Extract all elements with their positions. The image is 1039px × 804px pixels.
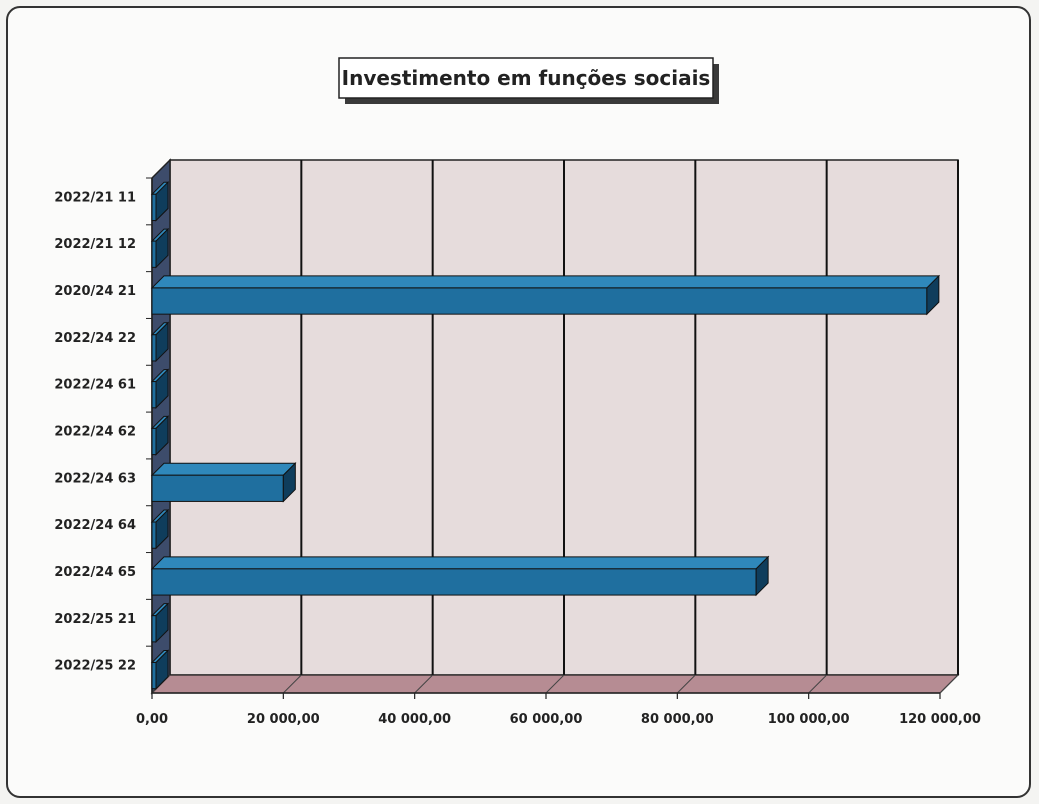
floor-gridline xyxy=(414,674,434,694)
y-tick-label: 2022/24 63 xyxy=(54,471,136,486)
y-tick-label: 2022/24 62 xyxy=(54,425,136,440)
y-tick-label: 2022/24 64 xyxy=(54,518,136,533)
y-tick-label: 2022/21 11 xyxy=(54,190,136,205)
x-tick-label: 60 000,00 xyxy=(510,712,583,727)
bar-top xyxy=(150,462,297,476)
bar xyxy=(151,615,157,643)
bar xyxy=(151,193,157,222)
y-tick-label: 2022/21 12 xyxy=(54,237,136,252)
bar xyxy=(151,240,157,268)
bar-end xyxy=(155,321,169,363)
bar xyxy=(151,427,157,456)
bar-end xyxy=(155,368,169,409)
bar-top xyxy=(150,556,770,570)
bar xyxy=(151,474,284,502)
floor-gridline xyxy=(545,674,565,694)
bar-end xyxy=(155,602,169,644)
chart-title: Investimento em funções sociais xyxy=(342,66,711,90)
bar-top xyxy=(150,275,941,289)
floor-gridline xyxy=(282,674,302,694)
x-tick-label: 40 000,00 xyxy=(378,712,451,727)
x-tick-label: 120 000,00 xyxy=(899,712,981,727)
y-tick-label: 2022/24 61 xyxy=(54,378,136,393)
bar-end xyxy=(282,462,296,503)
y-tick-label: 2022/25 22 xyxy=(54,659,136,674)
bar xyxy=(151,287,928,315)
bars xyxy=(150,181,941,690)
y-axis-labels: 2022/21 11 2022/21 12 2020/24 21 2022/24 22… xyxy=(54,177,152,674)
bar-end xyxy=(155,227,169,269)
y-tick-label: 2022/25 21 xyxy=(54,612,136,627)
y-tick-label: 2022/24 22 xyxy=(54,331,136,346)
bar-end xyxy=(155,649,169,690)
bar xyxy=(151,334,157,362)
x-tick-label: 20 000,00 xyxy=(247,712,320,727)
floor-gridline xyxy=(939,674,959,694)
y-tick-label: 2022/24 65 xyxy=(54,565,136,580)
x-axis-labels: 0,00 20 000,00 40 000,00 60 000,00 80 000,00… xyxy=(136,712,981,727)
floor-gridline xyxy=(676,674,696,694)
bar-end xyxy=(155,415,169,456)
chart-title-box: Investimento em funções sociais xyxy=(338,57,719,104)
x-tick-label: 100 000,00 xyxy=(768,712,850,727)
bar-end xyxy=(155,508,169,550)
bar-end xyxy=(926,274,940,316)
bar xyxy=(151,521,157,549)
x-tick-label: 80 000,00 xyxy=(641,712,714,727)
bar xyxy=(151,568,757,596)
bar-end xyxy=(755,555,769,597)
y-tick-label: 2020/24 21 xyxy=(54,284,136,299)
floor-gridline xyxy=(808,674,828,694)
x-tick-label: 0,00 xyxy=(136,712,168,727)
plot-area xyxy=(150,158,960,695)
bar xyxy=(151,661,157,690)
bar-end xyxy=(155,181,169,222)
bar xyxy=(151,381,157,409)
